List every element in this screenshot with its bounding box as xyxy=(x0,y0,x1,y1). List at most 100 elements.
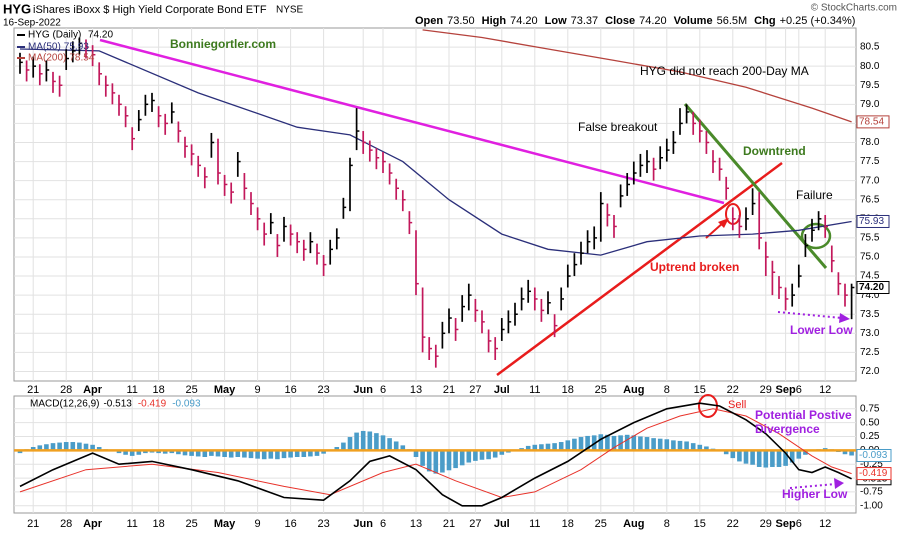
x-tick-label: 29 xyxy=(760,384,772,396)
histogram-bar xyxy=(63,442,69,451)
lower-low-arrowhead xyxy=(839,313,850,323)
y-tick-label: 77.5 xyxy=(860,156,880,167)
x-tick-label: 27 xyxy=(469,518,481,530)
annotation: Lower Low xyxy=(790,323,853,337)
x-tick-label: 18 xyxy=(562,384,574,396)
lower-low-arrow xyxy=(777,311,843,319)
annotation: Divergence xyxy=(755,422,820,436)
x-tick-label: 28 xyxy=(60,384,72,396)
x-tick-label: 15 xyxy=(694,384,706,396)
x-tick-label: 16 xyxy=(284,384,296,396)
legend-value: 75.93 xyxy=(64,42,89,53)
histogram-bar xyxy=(756,450,762,467)
histogram-bar xyxy=(783,450,788,466)
resistance-trendline xyxy=(99,38,725,205)
histogram-bar xyxy=(235,450,241,457)
quote-label: Chg xyxy=(754,15,775,27)
histogram-bar xyxy=(486,450,491,460)
histogram-bar xyxy=(242,450,247,458)
histogram-bar xyxy=(690,443,696,451)
x-tick-label: 9 xyxy=(255,384,261,396)
histogram-bar xyxy=(70,442,76,451)
annotation: Higher Low xyxy=(782,487,848,501)
histogram-bar xyxy=(453,450,458,469)
annotation: False breakout xyxy=(578,120,658,134)
x-tick-label: Apr xyxy=(83,518,103,530)
x-tick-label: 6 xyxy=(380,384,386,396)
legend-value: 78.54 xyxy=(69,53,94,64)
y-tick-label: 76.5 xyxy=(860,194,880,205)
histogram-bar xyxy=(492,450,498,458)
price-panel xyxy=(13,27,857,382)
x-tick-label: Sep xyxy=(776,384,796,396)
quote-value: 56.5M xyxy=(717,15,748,27)
histogram-bar xyxy=(539,444,544,451)
histogram-bar xyxy=(195,450,201,457)
moving-average xyxy=(422,29,852,123)
legend-value: 74.20 xyxy=(88,30,113,41)
y-tick-label: -0.25 xyxy=(860,459,883,470)
exchange: NYSE xyxy=(276,5,304,16)
histogram-bar xyxy=(479,450,485,460)
histogram-bar xyxy=(849,450,854,456)
y-tick-label: 0.50 xyxy=(860,417,880,428)
x-tick-label: 11 xyxy=(126,518,137,530)
quote-value: 73.50 xyxy=(447,15,475,27)
price-tag xyxy=(856,281,890,295)
x-tick-label: 18 xyxy=(152,384,164,396)
x-tick-label: 16 xyxy=(284,518,296,530)
x-tick-label: May xyxy=(214,384,236,396)
histogram-bar xyxy=(499,450,505,455)
x-tick-label: 25 xyxy=(595,518,607,530)
uptrend-line xyxy=(496,161,783,377)
x-tick-label: Jun xyxy=(353,518,373,530)
x-tick-label: 21 xyxy=(443,384,455,396)
histogram-bar xyxy=(83,443,89,451)
x-tick-label: 13 xyxy=(410,518,422,530)
histogram-bar xyxy=(651,438,656,451)
histogram-bar xyxy=(677,440,683,451)
price-tag-label: 75.93 xyxy=(859,216,884,227)
macd-tag xyxy=(856,467,892,481)
histogram-bar xyxy=(459,450,465,466)
histogram-bar xyxy=(301,450,307,457)
histogram-bar xyxy=(354,432,359,451)
y-tick-label: 78.0 xyxy=(860,137,880,148)
x-tick-label: 12 xyxy=(819,518,831,530)
histogram-bar xyxy=(466,450,472,463)
histogram-bar xyxy=(730,450,736,459)
x-tick-label: 21 xyxy=(27,518,39,530)
x-tick-label: Aug xyxy=(623,518,644,530)
histogram-bar xyxy=(393,441,399,451)
macd-tag xyxy=(856,448,892,462)
quote-label: Volume xyxy=(674,15,713,27)
histogram-bar xyxy=(631,435,637,451)
y-tick-label: 0.25 xyxy=(860,431,880,442)
histogram-bar xyxy=(255,450,260,459)
histogram-bar xyxy=(743,450,749,464)
marks xyxy=(14,29,856,507)
histogram-bar xyxy=(129,450,135,456)
x-tick-label: 25 xyxy=(595,384,607,396)
x-tick-label: 27 xyxy=(469,384,481,396)
histogram-bar xyxy=(446,450,452,471)
y-tick-label: 72.5 xyxy=(860,347,880,358)
histogram-bar xyxy=(598,434,604,451)
price-tag-label: 74.20 xyxy=(859,282,884,293)
x-tick-label: 12 xyxy=(819,384,831,396)
macd-tag-label: -0.093 xyxy=(859,450,888,461)
histogram-bar xyxy=(473,450,478,461)
macd-panel xyxy=(13,395,857,514)
histogram-bar xyxy=(314,450,320,456)
histogram-bar xyxy=(30,447,36,451)
histogram-bar xyxy=(367,431,373,451)
histogram-bar xyxy=(440,450,445,473)
histogram-bar xyxy=(413,450,419,457)
histogram-bar xyxy=(638,436,643,451)
x-tick-label: Aug xyxy=(623,384,644,396)
histogram-bar xyxy=(136,450,142,455)
histogram-bar xyxy=(545,443,551,451)
x-tick-label: 8 xyxy=(664,518,670,530)
histogram-bar xyxy=(50,443,56,451)
